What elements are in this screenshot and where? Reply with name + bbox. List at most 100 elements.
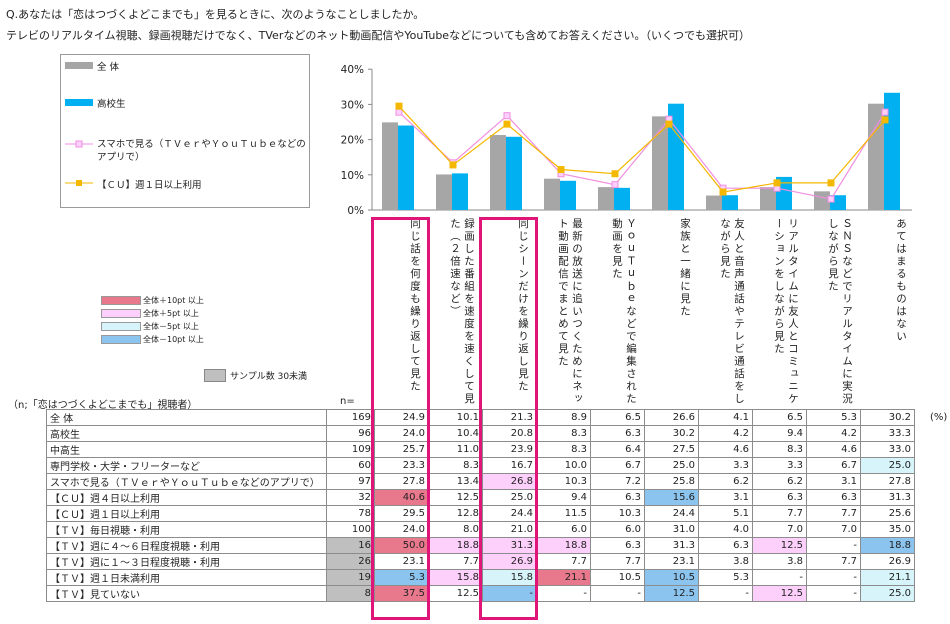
table-cell: 6.3 xyxy=(806,489,861,506)
table-cell: 21.1 xyxy=(860,569,915,586)
marker-cu1 xyxy=(503,120,511,128)
label-plus5: 全体＋5pt 以上 xyxy=(143,309,199,318)
table-row: 【ＴＶ】週１日未満利用 19 5.3 15.8 15.8 21.1 10.5 10.5 5.3-… xyxy=(46,569,915,586)
table-cell: - xyxy=(536,585,591,602)
legend-swatch-cu1 xyxy=(65,180,93,186)
table-cell: - xyxy=(806,569,861,586)
table-row: 【ＣＵ】週４日以上利用 32 40.6 12.5 25.0 9.4 6.3 15.6 3.1 6.… xyxy=(46,489,915,506)
table-cell: - xyxy=(752,569,807,586)
table-cell: 11.0 xyxy=(428,441,483,458)
line-smartphone xyxy=(398,111,886,200)
marker-cu1 xyxy=(557,166,565,174)
table-cell: 26.9 xyxy=(482,553,537,570)
table-cell: 7.7 xyxy=(752,505,807,522)
table-cell: 10.0 xyxy=(536,457,591,474)
table-cell: 4.6 xyxy=(806,441,861,458)
marker-smartphone xyxy=(395,108,403,116)
label-plus10: 全体＋10pt 以上 xyxy=(143,296,204,305)
table-cell: 50.0 xyxy=(374,537,429,554)
table-cell: 30.2 xyxy=(644,425,699,442)
data-table: 全 体 169 24.9 10.1 21.3 8.9 6.5 26.6 4.1 6.5 5.3 30.… xyxy=(46,409,915,602)
swatch-plus10 xyxy=(101,296,141,305)
row-n: 16 xyxy=(326,537,375,554)
table-cell: 10.3 xyxy=(536,473,591,490)
bar-hs xyxy=(722,195,738,210)
table-cell: 4.2 xyxy=(806,425,861,442)
table-cell: 26.9 xyxy=(860,553,915,570)
table-cell: 25.0 xyxy=(860,585,915,602)
table-cell: 33.3 xyxy=(860,425,915,442)
table-cell: 3.1 xyxy=(698,489,753,506)
table-cell: 13.4 xyxy=(428,473,483,490)
table-cell: 10.4 xyxy=(428,425,483,442)
bar-all xyxy=(598,187,614,210)
n-header: n= xyxy=(340,396,355,407)
row-label: 【ＴＶ】週１日未満利用 xyxy=(46,569,327,586)
marker-cu1 xyxy=(773,179,781,187)
table-cell: 6.5 xyxy=(752,409,807,426)
table-cell: 6.3 xyxy=(752,489,807,506)
row-n: 8 xyxy=(326,585,375,602)
table-cell: 15.6 xyxy=(644,489,699,506)
legend-label-smartphone: スマホで見る（ＴＶｅｒやＹｏｕＴｕｂｅなどのアプリで） xyxy=(97,139,306,163)
table-cell: - xyxy=(482,585,537,602)
table-cell: 10.3 xyxy=(590,505,645,522)
table-cell: - xyxy=(698,585,753,602)
swatch-small-sample xyxy=(204,369,226,382)
marker-cu1 xyxy=(449,161,457,169)
category-label: 友人と音声通話やテレビ通話をしながら見た xyxy=(719,218,745,406)
table-cell: 3.3 xyxy=(752,457,807,474)
row-label: スマホで見る（ＴＶｅｒやＹｏｕＴｕｂｅなどのアプリで） xyxy=(46,473,327,490)
table-cell: 31.3 xyxy=(860,489,915,506)
row-n: 97 xyxy=(326,473,375,490)
table-cell: 8.3 xyxy=(536,425,591,442)
line-cu1 xyxy=(398,105,886,193)
y-tick-label: 10% xyxy=(341,170,364,182)
table-cell: 7.0 xyxy=(806,521,861,538)
legend-label-all: 全 体 xyxy=(97,62,120,73)
category-label: あてはまるものはない xyxy=(895,218,907,343)
table-cell: 18.8 xyxy=(860,537,915,554)
table-cell: 21.1 xyxy=(536,569,591,586)
legend-label-cu1: 【ＣＵ】週１日以上利用 xyxy=(97,180,202,191)
bar-all xyxy=(544,178,560,210)
table-cell: 18.8 xyxy=(536,537,591,554)
bar-hs xyxy=(560,180,576,210)
table-cell: 4.1 xyxy=(698,409,753,426)
row-n: 19 xyxy=(326,569,375,586)
row-label: 全 体 xyxy=(46,409,327,426)
table-cell: 6.4 xyxy=(590,441,645,458)
table-cell: 12.8 xyxy=(428,505,483,522)
table-cell: 12.5 xyxy=(428,489,483,506)
bar-hs xyxy=(506,136,522,210)
table-cell: 25.8 xyxy=(644,473,699,490)
table-cell: 3.8 xyxy=(752,553,807,570)
row-n: 32 xyxy=(326,489,375,506)
marker-smartphone xyxy=(827,195,835,203)
category-label: 同じ話を何度も繰り返して見た xyxy=(409,218,421,393)
swatch-plus5 xyxy=(101,309,141,318)
table-row: スマホで見る（ＴＶｅｒやＹｏｕＴｕｂｅなどのアプリで） 97 27.8 13.4 26.… xyxy=(46,473,915,490)
table-cell: 6.0 xyxy=(536,521,591,538)
marker-smartphone xyxy=(503,112,511,120)
table-cell: 8.9 xyxy=(536,409,591,426)
table-cell: 5.1 xyxy=(698,505,753,522)
table-cell: - xyxy=(590,585,645,602)
category-label: ＹｏｕＴｕｂｅなどで編集された動画を見た xyxy=(611,218,637,406)
highlight-frame-col1 xyxy=(371,217,430,620)
marker-cu1 xyxy=(719,188,727,196)
bar-hs xyxy=(452,173,468,210)
table-cell: 5.3 xyxy=(698,569,753,586)
table-cell: 26.6 xyxy=(644,409,699,426)
table-cell: 6.7 xyxy=(590,457,645,474)
swatch-minus10 xyxy=(101,335,141,344)
row-label: 【ＣＵ】週４日以上利用 xyxy=(46,489,327,506)
y-tick-label: 20% xyxy=(341,135,364,147)
table-cell: 10.1 xyxy=(428,409,483,426)
table-cell: 9.4 xyxy=(536,489,591,506)
row-label: 【ＴＶ】週に１～３日程度視聴・利用 xyxy=(46,553,327,570)
table-cell: 27.5 xyxy=(644,441,699,458)
row-label: 【ＴＶ】週に４～６日程度視聴・利用 xyxy=(46,537,327,554)
category-label: 家族と一緒に見た xyxy=(679,218,691,318)
